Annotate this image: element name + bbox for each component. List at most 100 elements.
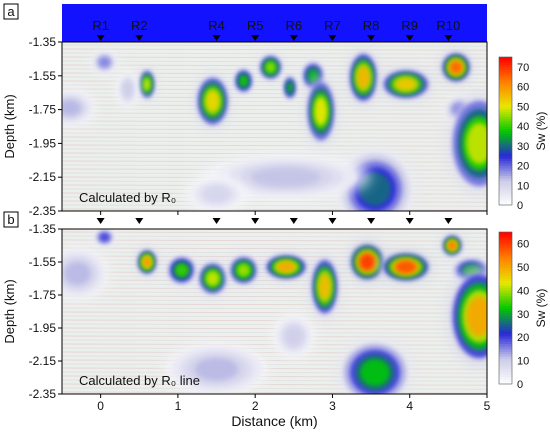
sw-contour: [205, 89, 220, 113]
colorbar-tick-label: 20: [517, 161, 529, 173]
seismic-stripe: [62, 152, 487, 155]
seismic-stripe: [62, 112, 487, 115]
x-tick-label: 0: [97, 399, 104, 413]
sw-anomaly: [91, 50, 118, 74]
colorbar-segment: [499, 361, 512, 365]
colorbar-segment: [499, 356, 512, 360]
sw-contour: [203, 186, 230, 202]
seismic-stripe: [62, 52, 487, 55]
colorbar-segment: [499, 158, 512, 162]
colorbar-segment: [499, 242, 512, 246]
seismic-stripe: [62, 303, 487, 306]
sw-anomaly: [194, 73, 231, 129]
colorbar-segment: [499, 376, 512, 380]
sw-contour: [356, 66, 370, 89]
y-tick-label: -1.95: [29, 136, 57, 150]
sw-anomaly: [282, 73, 298, 102]
colorbar-segment: [499, 275, 512, 279]
colorbar-segment: [499, 328, 512, 332]
panel-label-box: [3, 3, 19, 20]
colorbar-tick-label: 50: [517, 262, 529, 274]
colorbar-segment: [499, 98, 512, 102]
sw-contour: [99, 57, 110, 67]
well-marker: [212, 218, 221, 224]
colorbar-segment: [499, 143, 512, 147]
colorbar-frame: [498, 56, 513, 206]
colorbar-segment: [499, 346, 512, 350]
colorbar-segment: [499, 257, 512, 261]
colorbar-segment: [499, 86, 512, 90]
sw-contour: [449, 60, 463, 74]
colorbar-segment: [499, 244, 512, 248]
colorbar-segment: [499, 84, 512, 88]
panel-label: a: [7, 4, 15, 19]
well-marker: [367, 35, 376, 41]
colorbar-segment: [499, 295, 512, 299]
sw-anomaly: [441, 234, 463, 257]
sw-contour: [286, 82, 293, 94]
colorbar-tick-label: 20: [517, 332, 529, 344]
colorbar-tick-label: 0: [517, 200, 523, 212]
sw-contour: [447, 240, 457, 251]
sw-anomaly: [163, 342, 270, 394]
y-axis-label: Depth (km): [2, 279, 17, 343]
colorbar-segment: [499, 280, 512, 284]
colorbar-tick-label: 40: [517, 285, 529, 297]
colorbar-segment: [499, 277, 512, 281]
well-label: R7: [324, 18, 341, 33]
colorbar-segment: [499, 297, 512, 301]
seismic-stripe: [62, 355, 487, 358]
seismic-stripe: [62, 323, 487, 326]
colorbar-segment: [499, 180, 512, 184]
colorbar-segment: [499, 353, 512, 357]
sw-contour: [62, 100, 81, 116]
y-tick-label: -1.55: [29, 255, 57, 269]
colorbar-segment: [499, 150, 512, 154]
well-label: R6: [286, 18, 303, 33]
colorbar-segment: [499, 351, 512, 355]
plot-frame: [61, 228, 488, 395]
seismic-stripe: [62, 283, 487, 286]
seismic-stripe: [62, 48, 487, 51]
colorbar-segment: [499, 94, 512, 98]
colorbar-segment: [499, 285, 512, 289]
seismic-stripe: [62, 231, 487, 234]
sw-contour: [142, 256, 152, 268]
sw-contour: [314, 97, 328, 126]
seismic-stripe: [62, 44, 487, 47]
well-label: R10: [436, 18, 460, 33]
seismic-stripe: [62, 148, 487, 151]
seismic-stripe: [62, 108, 487, 111]
colorbar-segment: [499, 74, 512, 78]
colorbar-segment: [499, 59, 512, 63]
colorbar-segment: [499, 175, 512, 179]
colorbar-segment: [499, 111, 512, 115]
colorbar-segment: [499, 343, 512, 347]
colorbar-segment: [499, 140, 512, 144]
seismic-stripe: [62, 128, 487, 131]
y-tick-label: -1.75: [29, 288, 57, 302]
colorbar-segment: [499, 89, 512, 93]
colorbar-segment: [499, 135, 512, 139]
seismic-stripe: [62, 200, 487, 203]
sw-contour: [252, 167, 321, 187]
colorbar-segment: [499, 259, 512, 263]
well-marker: [289, 218, 298, 224]
sw-contour: [359, 253, 375, 271]
colorbar-segment: [499, 335, 512, 339]
colorbar-segment: [499, 323, 512, 327]
well-label: R8: [363, 18, 380, 33]
sw-anomaly: [136, 248, 158, 276]
seismic-stripe: [62, 299, 487, 302]
seismic-stripe: [62, 116, 487, 119]
well-marker: [405, 35, 414, 41]
well-marker: [251, 218, 260, 224]
colorbar-segment: [499, 133, 512, 137]
sw-contour: [100, 233, 109, 241]
sw-anomaly: [138, 68, 156, 101]
colorbar-segment: [499, 267, 512, 271]
colorbar-segment: [499, 378, 512, 383]
sw-contour: [195, 358, 238, 381]
sw-contour: [395, 260, 417, 274]
sw-contour: [123, 81, 132, 97]
